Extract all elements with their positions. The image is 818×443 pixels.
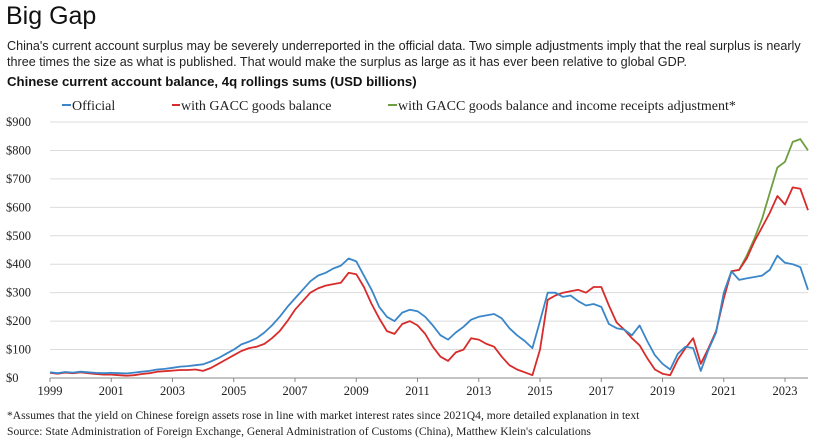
x-tick-label: 2017	[589, 384, 614, 398]
x-tick-label: 2005	[221, 384, 246, 398]
series-lines	[49, 138, 809, 377]
y-axis-ticks: $0 $100 $200 $300 $400 $500 $600 $700 $800 $900	[6, 115, 31, 385]
y-tick-label: $0	[6, 371, 19, 385]
x-tick-label: 2021	[711, 384, 736, 398]
footnote: *Assumes that the yield on Chinese forei…	[7, 409, 640, 422]
legend: Official with GACC goods balance with GA…	[62, 99, 736, 114]
y-tick-label: $600	[6, 200, 31, 214]
legend-item-gacc: with GACC goods balance	[172, 99, 331, 114]
legend-label-official: Official	[72, 99, 115, 114]
x-tick-label: 2001	[99, 384, 124, 398]
y-tick-label: $900	[6, 115, 31, 129]
x-tick-label: 2007	[283, 384, 308, 398]
y-tick-label: $800	[6, 143, 31, 157]
legend-item-official: Official	[62, 99, 115, 114]
legend-item-gacc-income: with GACC goods balance and income recei…	[388, 99, 736, 114]
x-tick-label: 2015	[528, 384, 553, 398]
x-tick-label: 2003	[160, 384, 185, 398]
x-tick-label: 2009	[344, 384, 369, 398]
legend-label-gacc: with GACC goods balance	[181, 99, 331, 114]
x-tick-label: 2011	[405, 384, 430, 398]
y-tick-label: $500	[6, 229, 31, 243]
page-title: Big Gap	[6, 2, 97, 30]
y-tick-label: $200	[6, 314, 31, 328]
chart-heading: Chinese current account balance, 4q roll…	[7, 74, 417, 89]
series-line-official	[49, 254, 809, 375]
source-note: Source: State Administration of Foreign …	[7, 425, 591, 438]
x-tick-label: 2013	[466, 384, 491, 398]
y-tick-label: $400	[6, 257, 31, 271]
x-tick-label: 2023	[773, 384, 798, 398]
y-tick-label: $300	[6, 286, 31, 300]
x-axis-ticks: 1999 2001 2003 2005 2007 2009 2011 2013 2015 2017…	[38, 378, 798, 398]
chart-subtitle: China's current account surplus may be s…	[7, 39, 801, 70]
y-tick-label: $100	[6, 343, 31, 357]
y-tick-label: $700	[6, 172, 31, 186]
x-tick-label: 1999	[38, 384, 63, 398]
line-chart: Official with GACC goods balance with GA…	[6, 99, 809, 398]
series-line-gacc	[49, 186, 809, 377]
x-tick-label: 2019	[650, 384, 675, 398]
series-line-gacc-income	[731, 138, 809, 273]
legend-label-gacc-income: with GACC goods balance and income recei…	[398, 99, 736, 114]
